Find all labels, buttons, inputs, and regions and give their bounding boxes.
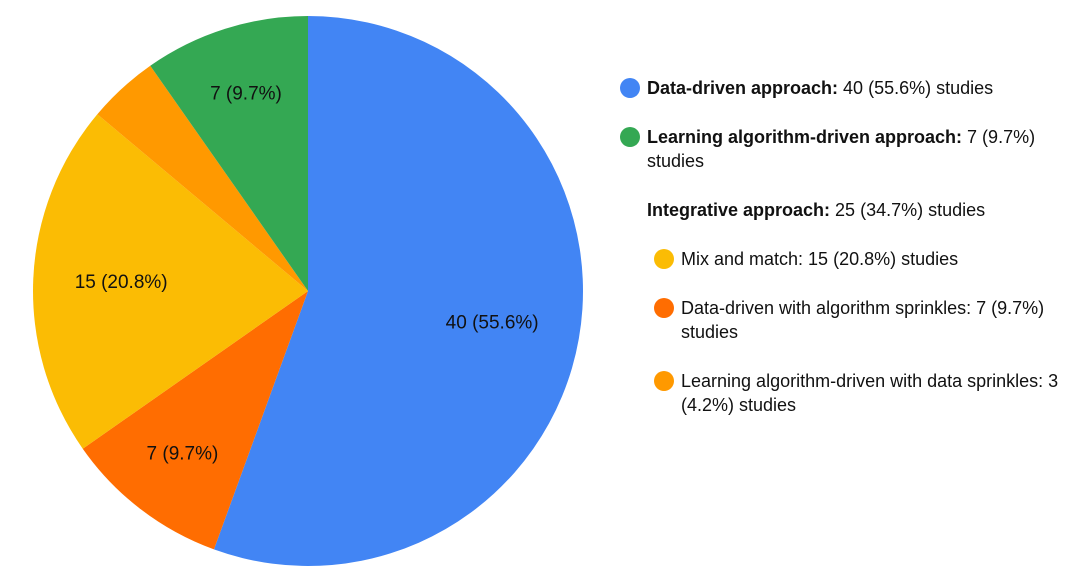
legend-text: 25 (34.7%) studies [830, 200, 986, 220]
legend-text: Learning algorithm-driven with data spri… [681, 371, 1059, 415]
legend-heading: Data-driven approach: [647, 78, 839, 98]
legend-item: Integrative approach: 25 (34.7%) studies [620, 198, 1065, 222]
pie-slice [150, 16, 308, 291]
legend-item: Data-driven approach: 40 (55.6%) studies [620, 76, 1065, 100]
data-label: 7 (9.7%) [147, 444, 219, 465]
legend-text: 7 (9.7%) studies [647, 127, 1036, 171]
chart: 40 (55.6%) 7 (9.7%) 15 (20.8%) 7 (9.7%) [33, 16, 583, 566]
legend-marker [654, 371, 674, 391]
pie-slice [213, 16, 583, 566]
data-label: 7 (9.7%) [210, 83, 282, 104]
legend-item: Mix and match: 15 (20.8%) studies [654, 247, 1065, 271]
legend-heading: Integrative approach: [647, 200, 831, 220]
data-label: 15 (20.8%) [75, 272, 168, 293]
legend-item: Learning algorithm-driven with data spri… [654, 369, 1065, 417]
legend-item: Learning algorithm-driven approach: 7 (9… [620, 125, 1065, 173]
pie-slice [33, 114, 308, 449]
pie-slice [82, 291, 308, 550]
legend-marker [654, 249, 674, 269]
legend-marker [620, 78, 640, 98]
legend-item: Data-driven with algorithm sprinkles: 7 … [654, 296, 1065, 344]
legend-heading: Learning algorithm-driven approach: [647, 127, 963, 147]
legend: Data-driven approach: 40 (55.6%) studies… [620, 76, 1065, 442]
data-label: 40 (55.6%) [446, 312, 539, 333]
legend-marker [620, 127, 640, 147]
pie-slice [97, 65, 309, 291]
legend-text: 40 (55.6%) studies [838, 78, 994, 98]
legend-marker [654, 298, 674, 318]
legend-text: Data-driven with algorithm sprinkles: 7 … [681, 298, 1045, 342]
legend-text: Mix and match: 15 (20.8%) studies [681, 249, 959, 269]
